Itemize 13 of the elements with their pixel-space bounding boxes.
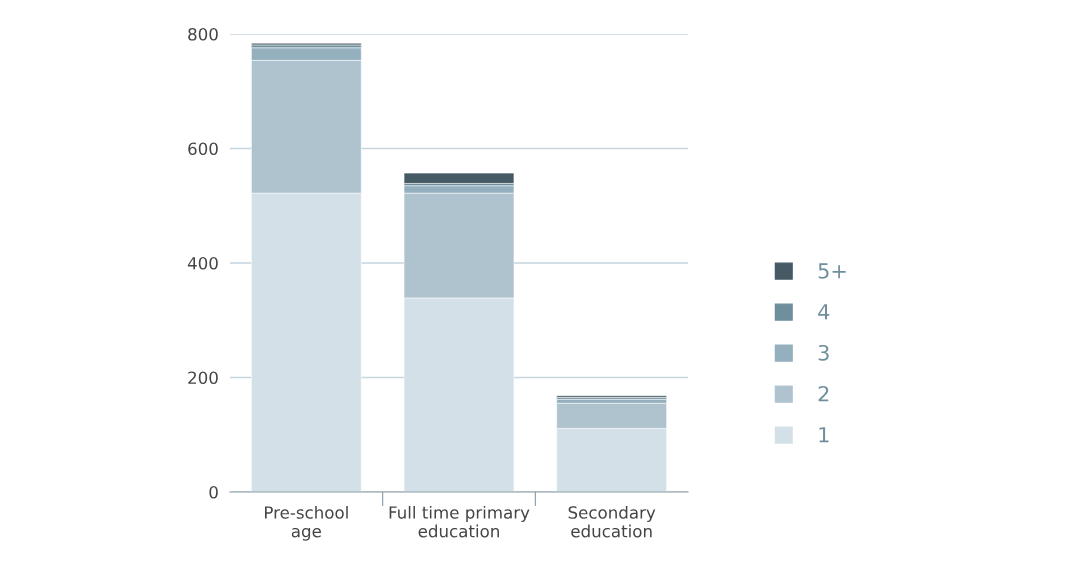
legend-label: 2 <box>818 385 829 402</box>
x-tick-label: Pre-school age <box>265 505 348 541</box>
y-tick-label: 200 <box>188 371 218 385</box>
legend-label: 4 <box>818 304 830 320</box>
y-tick-label: 0 <box>209 485 218 499</box>
legend-label: 5+ <box>818 263 846 279</box>
legend-label: 1 <box>819 427 829 443</box>
x-tick-label: Full time primary education <box>389 505 530 538</box>
x-tick-label: Secondary education <box>568 505 656 538</box>
y-tick-label: 600 <box>188 142 218 156</box>
y-tick-label: 400 <box>187 256 218 270</box>
y-tick-label: 800 <box>188 27 218 41</box>
legend-label: 3 <box>818 344 829 361</box>
